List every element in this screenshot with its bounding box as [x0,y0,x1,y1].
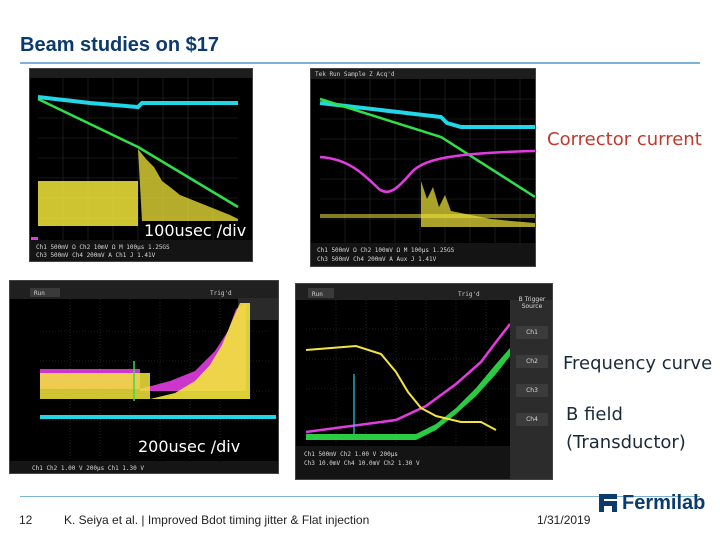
scope-screenshot-bottom-left: Run Trig'd Ch1 Ch2 1.00 V 200µs Ch1 1.30… [9,280,279,474]
svg-text:Ch3 10.0mV Ch4 10.0mV: Ch3 10.0mV Ch4 10.0mV Ch2 1.30 V [304,460,420,467]
menu-item-ch4[interactable]: Ch4 [516,413,548,426]
menu-subtitle: Source [521,303,543,310]
footer-text: K. Seiya et al. | Improved Bdot timing j… [64,513,370,527]
frequency-curve-label: Frequency curve [563,353,713,374]
corrector-current-label: Corrector current [547,129,702,150]
scope-traces-bottom-left: Run Trig'd Ch1 Ch2 1.00 V 200µs Ch1 1.30… [10,281,278,473]
scope-trigger-source-menu: B Trigger Source Ch1 Ch2 Ch3 Ch4 [514,296,550,432]
top-time-scale-label: 100usec /div [144,221,247,240]
svg-text:Ch1 500mV Ch2 1.00 V: Ch1 500mV Ch2 1.00 V 200µs [304,451,398,458]
title-divider [20,62,700,64]
svg-text:Ch1 500mV Ω Ch2 100mV Ω: Ch1 500mV Ω Ch2 100mV Ω M 100µs 1.25GS [317,247,455,254]
svg-text:Trig'd: Trig'd [210,290,232,297]
menu-title: B Trigger [518,296,546,303]
menu-item-ch3[interactable]: Ch3 [516,384,548,397]
footer-date: 1/31/2019 [537,513,591,527]
svg-text:Ch1 Ch2 1.00 V 200µs Ch: Ch1 Ch2 1.00 V 200µs Ch1 1.30 V [32,465,144,472]
svg-text:Run: Run [34,290,45,297]
svg-text:Ch1 500mV Ω Ch2 10mV Ω: Ch1 500mV Ω Ch2 10mV Ω M 100µs 1.25GS [36,244,170,251]
bottom-time-scale-label: 200usec /div [138,437,241,456]
slide-title: Beam studies on $17 [20,34,219,56]
svg-text:Run: Run [312,291,323,298]
scope-screenshot-bottom-right: Run Trig'd Ch1 500mV Ch2 1.00 V 200µs Ch… [295,283,553,480]
b-field-label-line2: (Transductor) [566,432,686,453]
menu-item-ch1[interactable]: Ch1 [516,326,548,339]
scope-traces-top-right: Tek Run Sample Z Acq'd Ch1 500mV Ω Ch2 1… [311,69,535,266]
svg-text:Ch3 500mV Ch4 200mV: Ch3 500mV Ch4 200mV A Aux J 1.41V [317,256,437,263]
corrector-current-label-box: Corrector current [544,128,720,158]
scope-screenshot-top-left: Ch1 500mV Ω Ch2 10mV Ω M 100µs 1.25GS Ch… [29,68,253,262]
menu-item-ch2[interactable]: Ch2 [516,355,548,368]
svg-text:Ch3 500mV Ch4 200mV: Ch3 500mV Ch4 200mV A Ch1 J 1.41V [36,252,156,259]
fermilab-logo-icon [599,494,617,512]
frequency-curve-label-box: Frequency curve [557,352,720,382]
fermilab-logo: Fermilab [597,490,705,516]
scope-traces-top-left: Ch1 500mV Ω Ch2 10mV Ω M 100µs 1.25GS Ch… [30,69,252,261]
fermilab-logo-text: Fermilab [622,491,706,514]
scope-screenshot-top-right: Tek Run Sample Z Acq'd Ch1 500mV Ω Ch2 1… [310,68,536,267]
svg-text:Tek Run Sample Z: Tek Run Sample Z Acq'd [315,71,395,78]
svg-text:Trig'd: Trig'd [458,291,480,298]
page-number: 12 [19,513,33,527]
footer-divider [20,496,700,497]
b-field-label-line1: B field [566,404,623,425]
